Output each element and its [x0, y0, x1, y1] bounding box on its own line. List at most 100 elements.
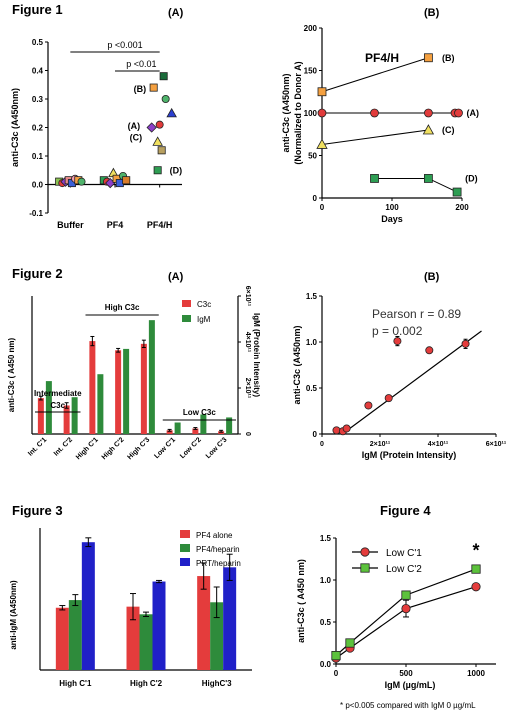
fig1b-series-line — [321, 57, 429, 93]
fig2b-x-axis-label: IgM (Protein Intensity) — [362, 450, 457, 460]
fig1a-significance-2: p <0.01 — [126, 59, 156, 69]
fig1b-data-point — [317, 87, 327, 97]
fig4-legend-marker — [360, 547, 370, 557]
figure-2b-panel-label: (B) — [424, 271, 440, 283]
fig2a-group-label-high: High C3c — [105, 303, 140, 312]
figure-1-title: Figure 1 — [12, 2, 63, 17]
fig2a-bar-c3c — [166, 430, 173, 434]
fig1a-point-label-b: (B) — [134, 84, 147, 94]
fig2b-data-point — [384, 394, 393, 403]
fig3-bar-2 — [81, 542, 95, 670]
fig1b-data-point — [422, 124, 435, 135]
fig1b-x-tick-label: 100 — [385, 203, 399, 212]
fig3-bar-0 — [126, 606, 140, 670]
fig4-data-point — [345, 638, 355, 648]
fig2a-bar-c3c — [63, 405, 70, 434]
fig2a-y2-tick-label: 0 — [244, 432, 251, 436]
fig2a-x-tick-label: Int. C'2 — [53, 436, 74, 457]
fig1b-chart-title: PF4/H — [365, 51, 399, 65]
fig4-y-tick-label: 1.0 — [320, 576, 332, 585]
fig1b-data-point — [370, 108, 379, 118]
fig2a-x-tick-label: Low C'3 — [205, 436, 229, 460]
figure-2-title: Figure 2 — [12, 266, 63, 281]
fig4-x-tick-label: 0 — [334, 669, 339, 678]
fig3-legend-swatch — [180, 530, 190, 538]
fig1a-y-tick-label: 0.3 — [32, 95, 44, 104]
fig2a-bar-c3c — [192, 428, 199, 434]
figure-3-title: Figure 3 — [12, 503, 63, 518]
fig2a-bar-igm — [71, 397, 78, 434]
fig2a-group-label-low: Low C3c — [183, 408, 216, 417]
fig4-significance-star: * — [472, 540, 479, 560]
fig1a-y-tick-label: 0.5 — [32, 38, 44, 47]
fig2b-y-tick-label: 0 — [313, 430, 318, 439]
fig3-bar-2 — [223, 567, 237, 670]
fig1b-data-point — [370, 174, 379, 183]
fig1a-data-point — [159, 72, 168, 81]
fig2b-x-tick-label: 0 — [320, 441, 324, 448]
figure-4-footnote: * p<0.005 compared with IgM 0 µg/mL — [340, 701, 476, 710]
fig1b-y-tick-label: 100 — [304, 109, 318, 118]
fig2a-legend-label-c3c: C3c — [197, 300, 211, 309]
fig1b-series-label: (D) — [465, 173, 478, 183]
fig2a-y2-axis-label: IgM (Protein Intensity) — [252, 313, 261, 397]
fig4-x-axis-label: IgM (µg/mL) — [385, 680, 436, 690]
fig4-x-tick-label: 1000 — [467, 669, 485, 678]
fig4-data-point — [401, 603, 411, 614]
fig4-y-tick-label: 1.5 — [320, 534, 332, 543]
fig2b-y-axis-label: anti-C3c (A450nm) — [292, 325, 302, 404]
fig4-y-axis-label: anti-C3c ( A450 nm) — [296, 559, 306, 643]
fig1a-data-point — [77, 177, 86, 186]
fig1a-significance-1: p <0.001 — [107, 40, 142, 50]
fig2b-data-point — [425, 346, 434, 355]
fig2a-bar-igm — [226, 417, 233, 434]
fig4-data-point — [471, 564, 481, 574]
fig1b-data-point — [423, 174, 433, 183]
fig1a-y-tick-label: 0.0 — [32, 181, 44, 190]
fig1b-series-line — [321, 129, 429, 145]
figure-2a-panel-label: (A) — [168, 271, 184, 283]
fig4-data-point — [401, 590, 411, 600]
figure-1a-panel-label: (A) — [168, 7, 184, 19]
fig1b-series-label: (B) — [442, 53, 455, 63]
fig1b-series-line — [374, 177, 458, 193]
fig1a-data-point — [161, 95, 170, 104]
fig1b-data-point — [316, 138, 328, 149]
fig2b-y-tick-label: 1.0 — [306, 338, 318, 347]
fig2a-bar-igm — [174, 422, 181, 434]
fig2a-y-axis-label: anti-C3c ( A450 nm) — [7, 337, 16, 412]
fig2b-annotation-pvalue: p = 0.002 — [372, 324, 423, 338]
fig3-legend-label: PRT/heparin — [196, 559, 241, 568]
fig4-legend-label: Low C'2 — [386, 564, 422, 575]
fig4-data-point — [331, 651, 341, 661]
fig1a-data-point — [155, 120, 164, 129]
fig2a-bar-c3c — [89, 341, 96, 434]
fig2a-y2-tick-label: 6×10¹¹ — [244, 286, 251, 307]
fig1b-data-point — [317, 108, 327, 118]
fig3-bar-2 — [152, 581, 166, 670]
fig2b-annotation-pearson: Pearson r = 0.89 — [372, 307, 461, 321]
fig2a-y2-tick-label: 2×10¹¹ — [244, 378, 251, 399]
fig1a-y-tick-label: 0.2 — [32, 124, 44, 133]
fig1b-y-tick-label: 200 — [304, 24, 318, 33]
fig2a-bar-igm — [148, 320, 155, 434]
fig4-legend-marker — [360, 563, 370, 573]
figure-1b-panel-label: (B) — [424, 7, 440, 19]
fig2b-x-tick-label: 4×10¹¹ — [428, 441, 449, 448]
fig1b-y-tick-label: 50 — [308, 152, 317, 161]
fig1b-x-axis-label: Days — [381, 214, 403, 224]
fig3-bar-1 — [210, 602, 224, 670]
fig4-y-tick-label: 0.0 — [320, 660, 332, 669]
fig1a-point-label-c: (C) — [130, 132, 143, 142]
fig1b-data-point — [452, 187, 462, 197]
fig1a-data-point — [166, 107, 177, 118]
fig4-series-line — [335, 568, 477, 657]
fig3-legend-label: PF4/heparin — [196, 545, 240, 554]
fig1a-data-point — [149, 83, 158, 92]
fig2a-group-label-intermediate-2: C3c — [50, 401, 65, 410]
fig2b-x-tick-label: 2×10¹¹ — [370, 441, 391, 448]
fig3-bar-1 — [68, 600, 82, 670]
fig3-bar-0 — [197, 576, 211, 670]
fig1b-data-point — [423, 108, 433, 118]
